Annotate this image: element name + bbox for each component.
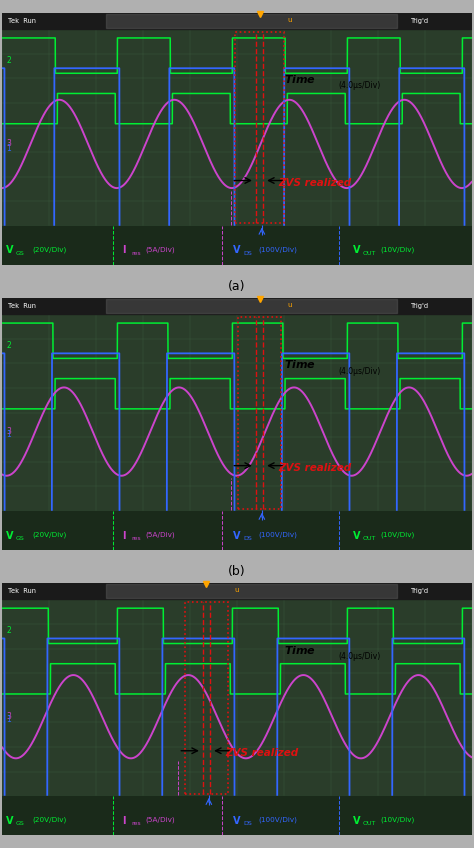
Bar: [2, 13, 472, 29]
Bar: [106, 299, 397, 313]
Text: (100V/Div): (100V/Div): [258, 817, 297, 823]
Text: Trig'd: Trig'd: [410, 589, 429, 594]
Text: $\bf{V}$: $\bf{V}$: [232, 243, 242, 255]
Text: u: u: [288, 17, 292, 23]
Bar: [106, 584, 397, 598]
Text: (5A/Div): (5A/Div): [146, 246, 175, 253]
Text: OUT: OUT: [363, 251, 376, 256]
Text: Trig'd: Trig'd: [410, 18, 429, 24]
Text: 3: 3: [6, 427, 11, 436]
Text: u: u: [288, 302, 292, 308]
Text: GS: GS: [16, 821, 24, 826]
Text: (4.0μs/Div): (4.0μs/Div): [338, 366, 380, 376]
Text: Tek  Run: Tek Run: [8, 18, 36, 24]
Bar: [2, 298, 472, 315]
Text: GS: GS: [16, 536, 24, 541]
Text: $\bf{V}$: $\bf{V}$: [352, 243, 362, 255]
Text: u: u: [235, 588, 239, 594]
Text: (100V/Div): (100V/Div): [258, 531, 297, 538]
Bar: [2, 511, 472, 550]
Text: 2: 2: [6, 627, 11, 635]
Text: 2: 2: [6, 56, 11, 65]
Bar: [2, 583, 472, 600]
Bar: [106, 14, 397, 28]
Text: (10V/Div): (10V/Div): [380, 246, 414, 253]
Text: (20V/Div): (20V/Div): [33, 246, 67, 253]
Text: res: res: [131, 821, 141, 826]
Bar: [238, 317, 281, 509]
Text: res: res: [131, 536, 141, 541]
Text: 1: 1: [6, 715, 11, 723]
Text: OUT: OUT: [363, 821, 376, 826]
Text: ZVS realized: ZVS realized: [278, 178, 351, 188]
Bar: [2, 226, 472, 265]
Text: 3: 3: [6, 712, 11, 721]
Bar: [2, 796, 472, 835]
Text: 1: 1: [6, 430, 11, 438]
Text: $\bfit{Time}$: $\bfit{Time}$: [284, 359, 316, 371]
Text: (a): (a): [228, 280, 246, 293]
Text: (10V/Div): (10V/Div): [380, 817, 414, 823]
Text: res: res: [131, 251, 141, 256]
Text: ZVS realized: ZVS realized: [278, 463, 351, 473]
Text: $\bf{V}$: $\bf{V}$: [5, 243, 14, 255]
Text: (20V/Div): (20V/Div): [33, 817, 67, 823]
Text: DS: DS: [243, 536, 252, 541]
Text: Tek  Run: Tek Run: [8, 589, 36, 594]
Text: $\bf{V}$: $\bf{V}$: [5, 528, 14, 540]
Text: 1: 1: [6, 144, 11, 153]
Text: OUT: OUT: [363, 536, 376, 541]
Text: $\bf{V}$: $\bf{V}$: [232, 813, 242, 826]
Text: (4.0μs/Div): (4.0μs/Div): [338, 81, 380, 91]
Text: (20V/Div): (20V/Div): [33, 531, 67, 538]
Text: $\bf{I}$: $\bf{I}$: [122, 243, 127, 255]
Text: $\bfit{Time}$: $\bfit{Time}$: [284, 74, 316, 86]
Text: 3: 3: [6, 139, 11, 148]
Text: Trig'd: Trig'd: [410, 303, 429, 309]
Text: $\bfit{Time}$: $\bfit{Time}$: [284, 644, 316, 656]
Text: $\bf{I}$: $\bf{I}$: [122, 528, 127, 540]
Text: (4.0μs/Div): (4.0μs/Div): [338, 651, 380, 661]
Text: $\bf{V}$: $\bf{V}$: [352, 813, 362, 826]
Text: Tek  Run: Tek Run: [8, 303, 36, 309]
Text: $\bf{V}$: $\bf{V}$: [5, 813, 14, 826]
Text: DS: DS: [243, 821, 252, 826]
Text: (5A/Div): (5A/Div): [146, 817, 175, 823]
Text: (10V/Div): (10V/Div): [380, 531, 414, 538]
Text: (5A/Div): (5A/Div): [146, 531, 175, 538]
Text: (b): (b): [228, 566, 246, 578]
Bar: [235, 31, 284, 223]
Text: GS: GS: [16, 251, 24, 256]
Text: DS: DS: [243, 251, 252, 256]
Text: 2: 2: [6, 341, 11, 350]
Text: ZVS realized: ZVS realized: [225, 748, 299, 758]
Text: (100V/Div): (100V/Div): [258, 246, 297, 253]
Text: $\bf{V}$: $\bf{V}$: [352, 528, 362, 540]
Text: $\bf{I}$: $\bf{I}$: [122, 813, 127, 826]
Text: $\bf{V}$: $\bf{V}$: [232, 528, 242, 540]
Bar: [185, 602, 228, 794]
